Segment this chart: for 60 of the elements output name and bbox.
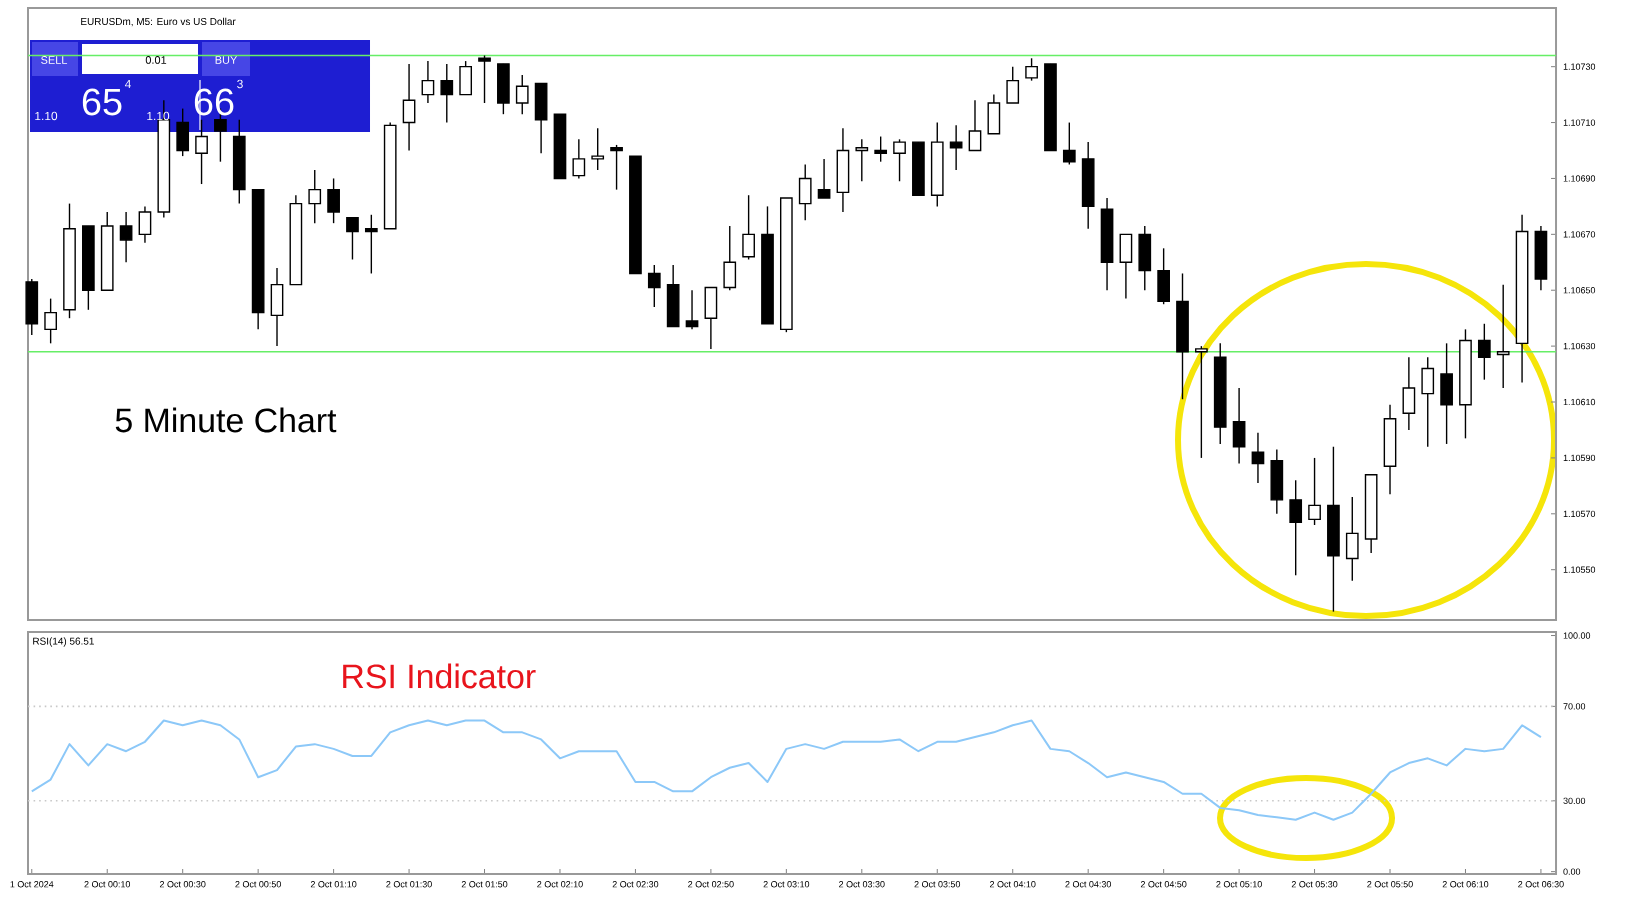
candlestick	[742, 194, 755, 261]
candlestick	[704, 286, 718, 350]
candlestick	[855, 138, 869, 182]
candlestick	[270, 267, 284, 347]
candlestick	[459, 60, 473, 96]
candlestick	[723, 225, 737, 291]
candlestick	[1477, 323, 1491, 381]
candlestick	[893, 138, 906, 182]
candlestick	[1421, 356, 1435, 448]
candlestick	[817, 158, 831, 199]
candlestick	[364, 214, 378, 275]
candlestick	[402, 63, 416, 152]
candlestick	[1138, 225, 1152, 291]
candlestick	[515, 74, 529, 115]
candlestick	[421, 60, 435, 104]
candlestick	[1232, 387, 1246, 465]
annotation: 65	[82, 88, 122, 116]
candlestick	[308, 169, 322, 224]
candlestick	[987, 93, 1001, 135]
candlestick	[478, 54, 491, 104]
candlestick	[1534, 225, 1548, 291]
candlestick	[1289, 479, 1303, 576]
candlestick	[949, 124, 963, 171]
candlestick	[874, 135, 888, 163]
candlestick	[610, 144, 623, 191]
candlestick	[1062, 121, 1076, 166]
candlestick	[1440, 342, 1453, 445]
candlestick	[685, 289, 699, 331]
candlestick	[1157, 247, 1170, 305]
candlestick	[440, 63, 454, 124]
candlestick	[327, 177, 340, 224]
candlestick	[534, 82, 548, 154]
candlestick	[1308, 457, 1321, 526]
candlestick	[1119, 233, 1133, 300]
annotation: 5 Minute Chart	[115, 407, 337, 433]
annotation: RSI Indicator	[343, 663, 536, 689]
candlestick	[176, 107, 190, 157]
candlestick	[138, 205, 152, 244]
candlestick	[119, 211, 133, 263]
candlestick	[591, 127, 605, 171]
candlestick	[497, 63, 510, 115]
candlestick	[1496, 283, 1510, 389]
candlestick	[1195, 345, 1208, 459]
candlestick	[572, 138, 586, 180]
candlestick	[836, 127, 850, 213]
candlestick	[1270, 448, 1284, 515]
candlestick	[1402, 356, 1416, 431]
candlestick	[798, 163, 812, 222]
candlestick	[666, 264, 680, 328]
candlestick	[44, 297, 57, 345]
candlestick	[1345, 496, 1359, 582]
candlestick	[1025, 57, 1038, 82]
candlestick	[346, 216, 359, 261]
candlestick	[1081, 141, 1095, 230]
candlestick	[1006, 65, 1020, 104]
candlestick	[1383, 404, 1397, 495]
candlestick	[647, 264, 661, 308]
candlestick	[968, 99, 982, 152]
candlestick	[1251, 432, 1265, 484]
candlestick	[25, 278, 39, 336]
